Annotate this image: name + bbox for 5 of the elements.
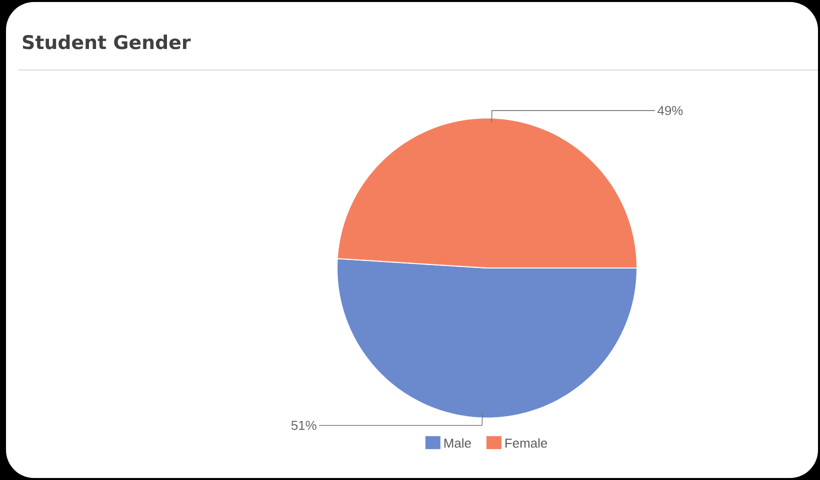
legend-label: Female [506,438,548,448]
text: Student Gender [22,34,191,50]
data-label: 49% [658,106,683,116]
data-label: 51% [291,420,316,430]
legend-label: Male [444,438,471,448]
